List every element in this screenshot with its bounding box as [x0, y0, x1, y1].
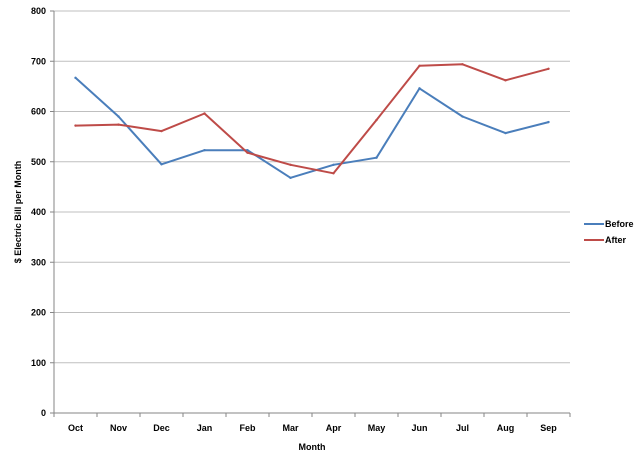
y-tick-label: 400 — [31, 207, 46, 217]
data-point-before — [504, 131, 507, 135]
x-tick-label: May — [368, 423, 386, 433]
data-point-before — [375, 156, 378, 159]
data-point-after — [74, 124, 77, 127]
data-point-after — [160, 129, 163, 133]
data-point-before — [117, 115, 120, 118]
data-point-after — [289, 163, 292, 166]
legend: Before After — [584, 219, 634, 245]
data-point-before — [246, 148, 249, 152]
x-tick-label: Aug — [497, 423, 515, 433]
data-point-before — [160, 163, 163, 166]
data-point-after — [117, 123, 120, 126]
legend-label-after: After — [605, 235, 626, 245]
x-tick-label: Jun — [411, 423, 427, 433]
data-point-after — [461, 63, 464, 66]
x-tick-label: Apr — [326, 423, 342, 433]
data-point-before — [203, 148, 206, 152]
y-tick-label: 0 — [41, 408, 46, 418]
x-tick-label: Mar — [282, 423, 299, 433]
data-point-after — [203, 112, 206, 115]
series-line-after — [74, 63, 550, 175]
x-tick-label: Nov — [110, 423, 127, 433]
gridlines — [54, 10, 570, 364]
y-tick-label: 300 — [31, 257, 46, 267]
y-tick-label: 700 — [31, 56, 46, 66]
data-point-before — [418, 87, 421, 90]
x-tick-label: Oct — [68, 423, 83, 433]
data-point-after — [547, 67, 550, 70]
data-point-after — [418, 64, 421, 67]
tick-labels: 0 100 200 300 400 500 600 700 800 Oct Nov Dec Jan Feb… — [31, 6, 557, 433]
series-lines — [74, 63, 550, 180]
x-tick-label: Jul — [456, 423, 469, 433]
y-tick-label: 600 — [31, 107, 46, 117]
data-point-after — [246, 151, 249, 154]
x-tick-label: Jan — [197, 423, 213, 433]
x-tick-label: Sep — [540, 423, 557, 433]
data-point-after — [332, 172, 335, 175]
data-point-before — [289, 176, 292, 180]
data-point-before — [547, 120, 550, 124]
axes — [50, 10, 571, 417]
data-point-before — [461, 115, 464, 118]
data-point-before — [332, 163, 335, 166]
y-tick-label: 100 — [31, 358, 46, 368]
legend-label-before: Before — [605, 219, 634, 229]
x-tick-label: Dec — [153, 423, 170, 433]
y-tick-label: 500 — [31, 157, 46, 167]
series-line-before — [74, 76, 550, 179]
y-tick-label: 200 — [31, 308, 46, 318]
data-point-before — [74, 76, 77, 80]
x-tick-label: Feb — [239, 423, 256, 433]
y-axis-title: $ Electric Bill per Month — [13, 161, 23, 264]
data-point-after — [504, 79, 507, 82]
data-point-after — [375, 118, 378, 122]
x-axis-title: Month — [299, 442, 326, 452]
y-tick-label: 800 — [31, 6, 46, 16]
